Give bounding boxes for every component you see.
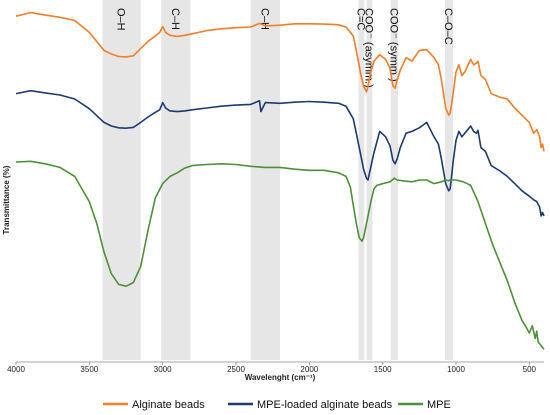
band-0 <box>102 0 141 360</box>
band-label-4: COO⁻ (asymm.) <box>362 8 374 88</box>
series-line-2 <box>15 160 545 350</box>
x-axis-ticks: 4000 3500 3000 2500 2000 1500 1000 500 <box>7 362 537 374</box>
band-label-2: C–H <box>258 8 270 30</box>
band-label-5: COO⁻ (symm.) <box>387 8 399 82</box>
x-tick-label: 500 <box>523 365 537 374</box>
x-tick-label: 3000 <box>154 365 172 374</box>
band-label-1: C–H <box>169 8 181 30</box>
band-2 <box>250 0 280 360</box>
y-axis-title: Transmittance (%) <box>2 165 11 234</box>
x-tick-label: 3500 <box>80 365 98 374</box>
x-tick-label: 2500 <box>227 365 245 374</box>
series-layer <box>15 11 545 350</box>
legend-label-0: Alginate beads <box>132 399 205 411</box>
band-3 <box>358 0 365 360</box>
x-axis-title: Wavelenght (cm⁻¹) <box>245 373 316 382</box>
legend-label-2: MPE <box>427 399 451 411</box>
band-4 <box>366 0 373 360</box>
x-tick-label: 1000 <box>447 365 465 374</box>
band-label-3: C=C <box>354 8 366 30</box>
band-5 <box>390 0 399 360</box>
legend-label-1: MPE-loaded alginate beads <box>257 399 393 411</box>
band-label-6: C–O–C <box>442 8 454 45</box>
series-line-1 <box>15 89 545 217</box>
x-tick-label: 1500 <box>374 365 392 374</box>
band-label-0: O–H <box>115 8 127 31</box>
x-tick-label: 2000 <box>300 365 318 374</box>
x-tick-label: 4000 <box>7 365 25 374</box>
legend: Alginate beads MPE-loaded alginate beads M… <box>103 399 451 411</box>
series-line-0 <box>15 11 545 152</box>
